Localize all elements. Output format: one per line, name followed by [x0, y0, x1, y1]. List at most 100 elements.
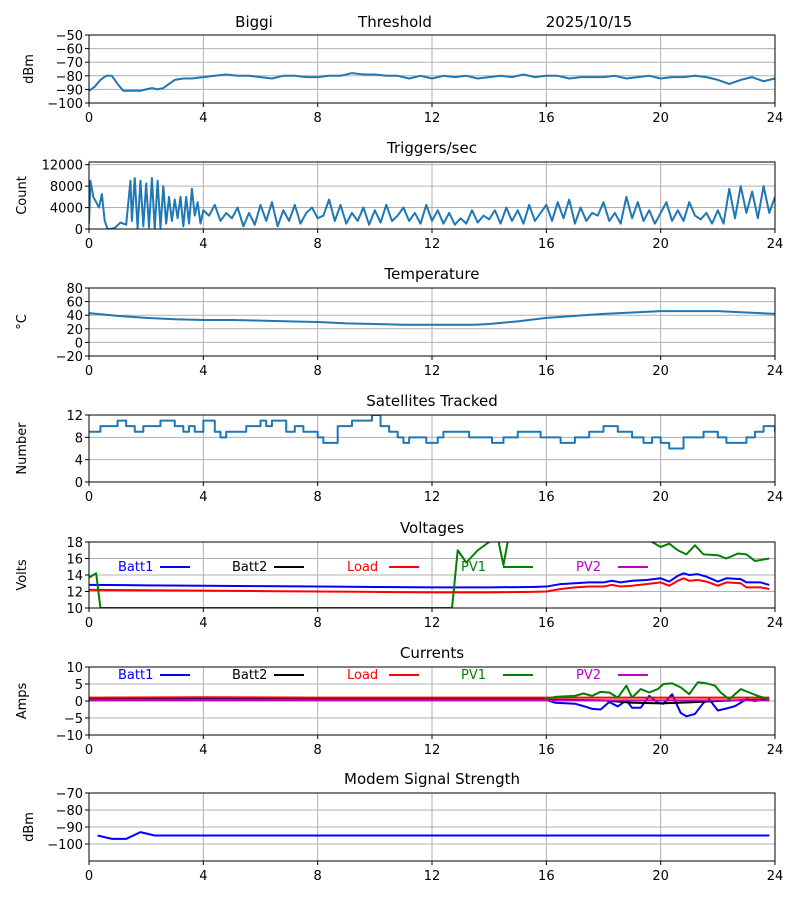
- x-tick-label: 4: [199, 237, 207, 252]
- x-tick-label: 20: [652, 364, 669, 379]
- legend-label-load: Load: [347, 560, 378, 575]
- chart-title: Voltages: [400, 519, 464, 537]
- header-date: 2025/10/15: [546, 13, 632, 31]
- legend-label-batt2: Batt2: [232, 668, 267, 683]
- x-tick-label: 0: [85, 111, 93, 126]
- series-group: [97, 831, 770, 840]
- y-tick-label: −100: [47, 97, 83, 112]
- x-tick-label: 16: [538, 490, 555, 505]
- x-tick-label: 16: [538, 111, 555, 126]
- y-axis-label: dBm: [22, 812, 37, 842]
- chart-title: Currents: [400, 644, 464, 662]
- panel-signal: 0 4 8 12 16 20 24 −100−90−80−70−60−50 dBm: [22, 29, 783, 126]
- legend-label-load: Load: [347, 668, 378, 683]
- y-tick-label: 18: [66, 536, 83, 551]
- x-tick-label: 20: [652, 743, 669, 758]
- y-tick-label: −70: [56, 787, 83, 802]
- y-tick-label: 60: [66, 296, 83, 311]
- y-tick-label: −80: [56, 70, 83, 85]
- series-group: [89, 681, 770, 718]
- y-tick-label: −70: [56, 56, 83, 71]
- series-group: [89, 542, 770, 608]
- series-line-modem: [97, 831, 770, 840]
- x-tick-label: 8: [314, 869, 322, 884]
- chart-title: Modem Signal Strength: [344, 770, 520, 788]
- x-tick-label: 16: [538, 869, 555, 884]
- x-tick-label: 24: [767, 111, 784, 126]
- series-group: [89, 72, 775, 92]
- header-mode: Threshold: [357, 13, 432, 31]
- panel-currents: 0 4 8 12 16 20 24 −10 −5 0 5 10 Currents Amps Batt1 Bat…: [15, 644, 783, 758]
- series-group: [89, 310, 775, 326]
- legend-label-pv1: PV1: [461, 668, 486, 683]
- series-line-pv1: [89, 681, 770, 701]
- x-tick-label: 8: [314, 616, 322, 631]
- y-tick-label: 8: [75, 431, 83, 446]
- x-tick-label: 0: [85, 743, 93, 758]
- legend-label-pv2: PV2: [576, 668, 601, 683]
- series-group: [89, 177, 775, 229]
- chart-title: Satellites Tracked: [366, 392, 497, 410]
- legend-label-batt1: Batt1: [118, 560, 153, 575]
- x-tick-label: 0: [85, 490, 93, 505]
- y-tick-label: −10: [56, 729, 83, 744]
- y-axis-label: °C: [15, 314, 30, 330]
- y-tick-label: 0: [75, 695, 83, 710]
- chart-title: Triggers/sec: [386, 139, 477, 157]
- panel-satellites: 0 4 8 12 16 20 24 0 4 8 12 Satellites Tracked Number: [15, 392, 783, 505]
- legend-label-pv2: PV2: [576, 560, 601, 575]
- series-line-temperature: [89, 310, 775, 326]
- y-tick-label: 0: [75, 223, 83, 238]
- x-tick-label: 12: [424, 237, 441, 252]
- y-tick-label: 80: [66, 282, 83, 297]
- y-tick-label: 16: [66, 553, 83, 568]
- panel-modem: 0 4 8 12 16 20 24 −100 −90 −80 −70 Modem Signal Str…: [22, 770, 783, 884]
- x-tick-label: 12: [424, 869, 441, 884]
- y-tick-label: −60: [56, 43, 83, 58]
- panel-triggers: 0 4 8 12 16 20 24 0 4000 8000 12000 Triggers/sec Cou…: [15, 139, 783, 252]
- series-line-load: [89, 577, 770, 594]
- y-axis-label: Volts: [15, 559, 30, 591]
- y-tick-label: 20: [66, 323, 83, 338]
- x-tick-label: 20: [652, 616, 669, 631]
- legend-label-batt1: Batt1: [118, 668, 153, 683]
- y-tick-label: 5: [75, 678, 83, 693]
- x-tick-label: 24: [767, 743, 784, 758]
- x-tick-label: 8: [314, 237, 322, 252]
- header-station: Biggi: [235, 13, 273, 31]
- x-tick-label: 24: [767, 869, 784, 884]
- x-tick-label: 20: [652, 869, 669, 884]
- y-tick-label: 40: [66, 309, 83, 324]
- x-tick-label: 8: [314, 364, 322, 379]
- x-tick-label: 8: [314, 111, 322, 126]
- y-tick-label: 12: [66, 409, 83, 424]
- y-tick-label: −20: [56, 350, 83, 365]
- series-line-triggers: [89, 177, 775, 229]
- x-tick-label: 8: [314, 743, 322, 758]
- x-tick-label: 16: [538, 743, 555, 758]
- x-tick-label: 24: [767, 364, 784, 379]
- y-tick-label: 8000: [50, 180, 83, 195]
- x-tick-label: 24: [767, 237, 784, 252]
- x-tick-label: 12: [424, 616, 441, 631]
- y-tick-label: 10: [66, 602, 83, 617]
- x-tick-label: 4: [199, 490, 207, 505]
- y-tick-label: 14: [66, 569, 83, 584]
- x-tick-label: 12: [424, 743, 441, 758]
- series-line-signal: [89, 72, 775, 92]
- x-tick-label: 20: [652, 111, 669, 126]
- x-tick-label: 4: [199, 364, 207, 379]
- x-tick-label: 4: [199, 869, 207, 884]
- x-tick-label: 20: [652, 237, 669, 252]
- chart-title: Temperature: [383, 265, 479, 283]
- x-tick-label: 12: [424, 364, 441, 379]
- x-tick-label: 24: [767, 490, 784, 505]
- x-tick-label: 4: [199, 111, 207, 126]
- legend-label-pv1: PV1: [461, 560, 486, 575]
- y-axis-label: dBm: [22, 54, 37, 84]
- y-tick-label: −90: [56, 83, 83, 98]
- x-tick-label: 0: [85, 616, 93, 631]
- x-tick-label: 8: [314, 490, 322, 505]
